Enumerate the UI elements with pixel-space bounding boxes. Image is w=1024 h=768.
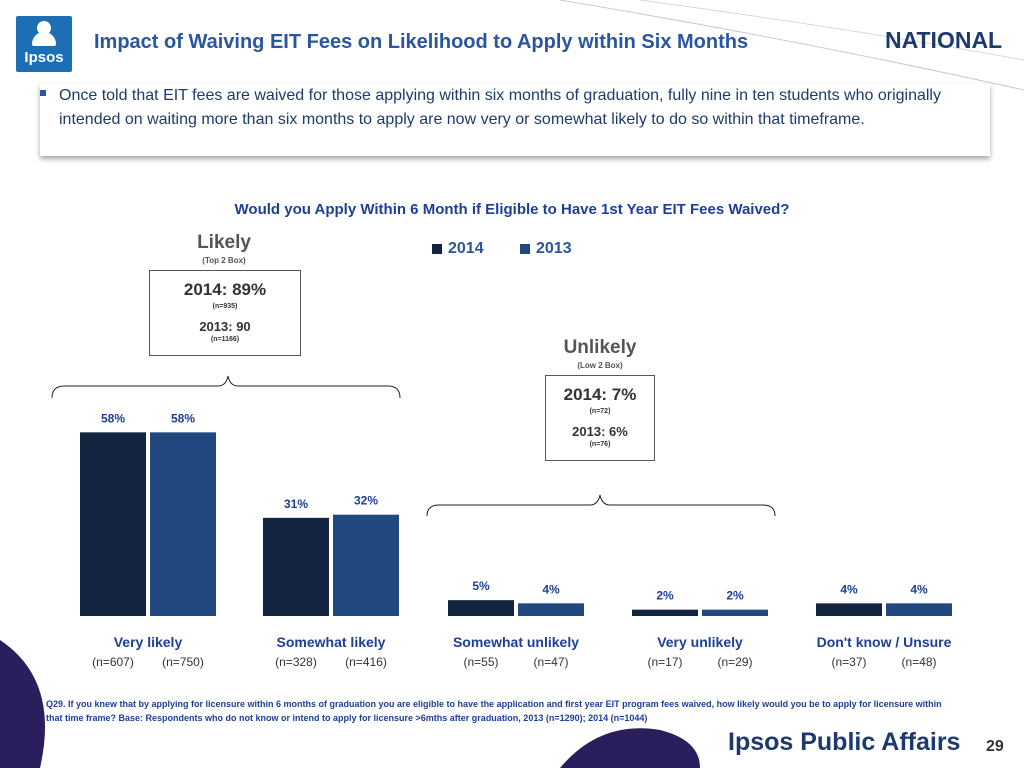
bar-2014-0: [80, 432, 146, 616]
footnote: Q29. If you knew that by applying for li…: [46, 699, 942, 723]
bar-2013-2: [518, 603, 584, 616]
unlikely-2014-n: (n=72): [589, 408, 611, 415]
likely-2013-n: (n=1166): [210, 336, 240, 343]
category-label-0: Very likely: [113, 634, 183, 650]
likely-summary-box: 2014: 89% (n=935) 2013: 90 (n=1166): [149, 270, 301, 356]
category-label-4: Don't know / Unsure: [816, 634, 952, 650]
data-label-2013-2: 4%: [542, 582, 560, 596]
ipsos-public-affairs-logo: Ipsos Public Affairs: [728, 728, 961, 756]
likely-subheading: (Top 2 Box): [202, 256, 246, 265]
likely-heading: Likely: [197, 232, 251, 253]
logo-body-shape: [32, 32, 56, 46]
likely-2014-value: 2014: 89%: [183, 280, 267, 299]
page-number: 29: [986, 738, 1004, 755]
data-label-2013-4: 4%: [910, 582, 928, 596]
data-label-2014-4: 4%: [840, 582, 858, 596]
legend-label-2013: 2013: [536, 240, 572, 257]
legend-label-2014: 2014: [448, 240, 484, 257]
legend-swatch-2014: [432, 244, 442, 254]
legend-item-2014: 2014: [432, 240, 484, 258]
data-label-2013-0: 58%: [171, 411, 195, 425]
sample-size-2014-4: (n=37): [831, 655, 867, 669]
sample-size-2013-3: (n=29): [717, 655, 753, 669]
sample-size-2014-3: (n=17): [647, 655, 683, 669]
unlikely-heading: Unlikely: [563, 337, 637, 358]
data-label-2014-3: 2%: [656, 589, 674, 603]
bar-2013-3: [702, 609, 768, 616]
logo-head-shape: [37, 21, 51, 35]
key-finding-text: Once told that EIT fees are waived for t…: [59, 87, 941, 128]
legend-item-2013: 2013: [520, 240, 572, 258]
sample-size-2013-2: (n=47): [533, 655, 569, 669]
likely-2013-value: 2013: 90: [199, 319, 251, 334]
unlikely-2014-value: 2014: 7%: [563, 385, 637, 404]
unlikely-subheading: (Low 2 Box): [577, 361, 623, 370]
bar-2013-0: [150, 432, 216, 616]
sample-size-2014-0: (n=607): [92, 655, 134, 669]
likely-2014-n: (n=935): [212, 303, 238, 310]
page-title: Impact of Waiving EIT Fees on Likelihood…: [94, 31, 749, 53]
sample-size-2014-1: (n=328): [275, 655, 317, 669]
unlikely-brace: [426, 494, 776, 517]
category-label-2: Somewhat unlikely: [452, 634, 580, 650]
data-label-2014-1: 31%: [284, 497, 308, 511]
chart-title: Would you Apply Within 6 Month if Eligib…: [234, 201, 790, 218]
category-label-1: Somewhat likely: [276, 634, 386, 650]
legend-swatch-2013: [520, 244, 530, 254]
sample-size-2013-1: (n=416): [345, 655, 387, 669]
region-label: NATIONAL: [885, 27, 1003, 53]
data-label-2014-2: 5%: [472, 579, 490, 593]
bullet-icon: [40, 90, 46, 96]
bar-2013-1: [333, 514, 399, 616]
unlikely-2013-n: (n=76): [589, 441, 611, 448]
sample-size-2013-4: (n=48): [901, 655, 937, 669]
unlikely-summary-box: 2014: 7% (n=72) 2013: 6% (n=76): [545, 375, 655, 461]
bar-2014-4: [816, 603, 882, 616]
data-label-2014-0: 58%: [101, 411, 125, 425]
bar-2014-1: [263, 517, 329, 616]
unlikely-2013-value: 2013: 6%: [572, 424, 628, 439]
category-label-3: Very unlikely: [657, 634, 743, 650]
logo-text: Ipsos: [24, 49, 64, 66]
sample-size-2014-2: (n=55): [463, 655, 499, 669]
sample-size-2013-0: (n=750): [162, 655, 204, 669]
ipsos-logo: Ipsos: [16, 16, 72, 72]
bar-2013-4: [886, 603, 952, 616]
bar-2014-3: [632, 609, 698, 616]
data-label-2013-1: 32%: [354, 494, 378, 508]
likely-brace: [51, 375, 401, 399]
bar-2014-2: [448, 600, 514, 616]
data-label-2013-3: 2%: [726, 589, 744, 603]
key-finding-box: [40, 84, 990, 156]
